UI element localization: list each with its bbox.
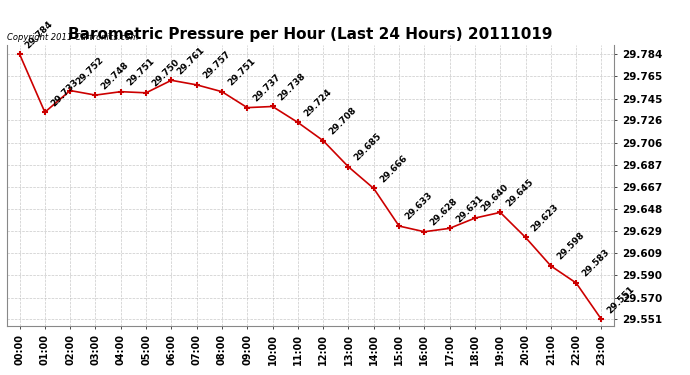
Text: 29.628: 29.628 (428, 196, 460, 228)
Text: 29.645: 29.645 (504, 177, 535, 208)
Text: 29.551: 29.551 (606, 284, 637, 315)
Text: Copyright 2011 Cartronics.com: Copyright 2011 Cartronics.com (7, 33, 138, 42)
Text: 29.784: 29.784 (23, 19, 55, 50)
Text: 29.751: 29.751 (226, 57, 257, 87)
Text: 29.757: 29.757 (201, 50, 232, 81)
Text: 29.748: 29.748 (99, 60, 130, 91)
Text: 29.633: 29.633 (403, 191, 434, 222)
Text: 29.583: 29.583 (580, 248, 611, 279)
Text: 29.750: 29.750 (150, 58, 181, 88)
Text: 29.752: 29.752 (75, 56, 106, 86)
Text: 29.751: 29.751 (125, 57, 156, 87)
Text: 29.598: 29.598 (555, 231, 586, 262)
Text: 29.708: 29.708 (327, 105, 358, 136)
Text: 29.733: 29.733 (49, 77, 80, 108)
Text: 29.761: 29.761 (175, 45, 206, 76)
Text: 29.623: 29.623 (530, 202, 561, 233)
Text: 29.738: 29.738 (277, 71, 308, 102)
Text: 29.640: 29.640 (479, 183, 510, 214)
Text: 29.666: 29.666 (378, 153, 409, 184)
Text: 29.737: 29.737 (251, 72, 282, 104)
Text: 29.631: 29.631 (454, 193, 485, 224)
Title: Barometric Pressure per Hour (Last 24 Hours) 20111019: Barometric Pressure per Hour (Last 24 Ho… (68, 27, 553, 42)
Text: 29.724: 29.724 (302, 87, 333, 118)
Text: 29.685: 29.685 (353, 132, 384, 163)
